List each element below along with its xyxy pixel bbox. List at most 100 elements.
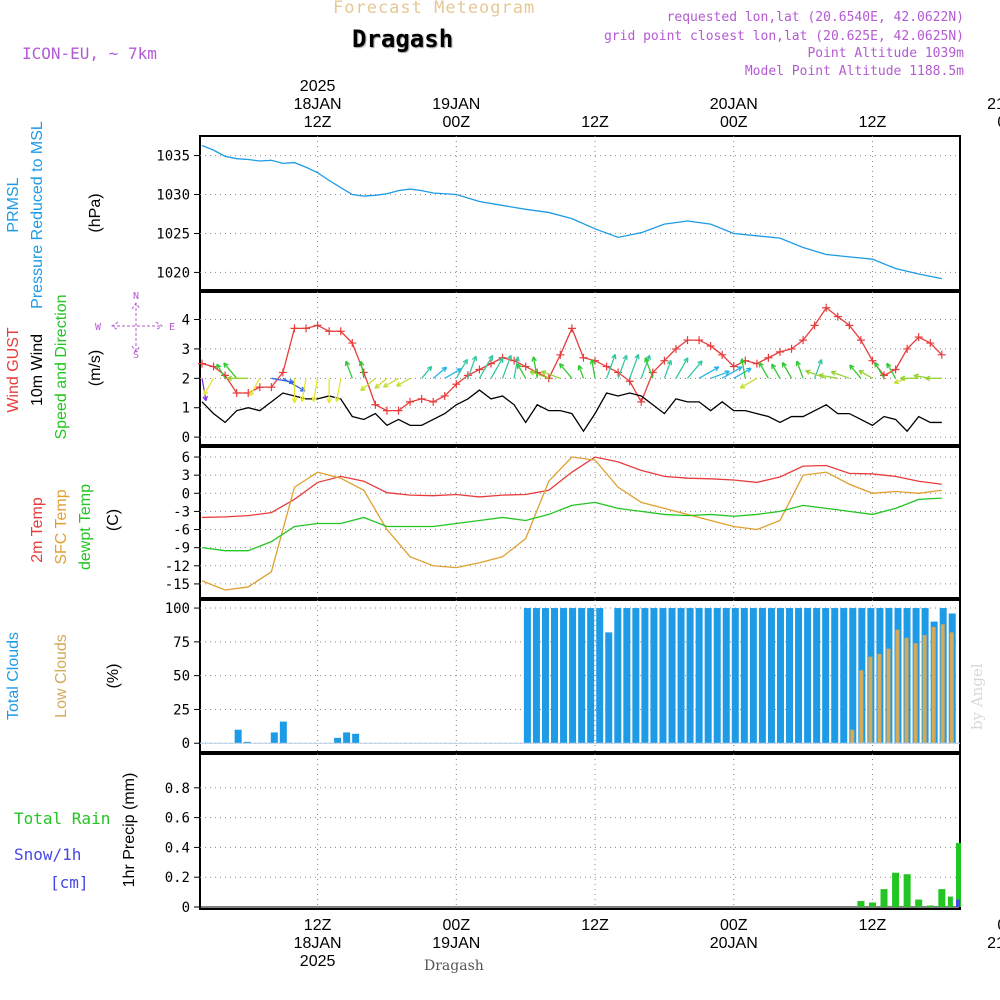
bar-total-clouds [578, 608, 586, 744]
ytick-label-clouds: 50 [173, 669, 190, 685]
bar-total-clouds [786, 608, 794, 744]
bar-low-clouds [913, 643, 918, 744]
time-label-bottom: 00Z [443, 917, 471, 934]
wind-arrow [886, 362, 897, 379]
point-altitude: Point Altitude 1039m [807, 46, 964, 61]
pressure-unit: (hPa) [87, 193, 104, 232]
precip-label: 1hr Precip (mm) [121, 773, 138, 888]
temp-unit: (C) [105, 509, 122, 531]
wind-arrow [830, 370, 850, 379]
ytick-label-clouds: 0 [182, 736, 190, 752]
bar-total-clouds [740, 608, 748, 744]
wind-unit: (m/s) [87, 350, 104, 386]
wind-arrow [818, 373, 838, 379]
bar-total-clouds [749, 608, 757, 744]
ytick-label-pressure: 1025 [156, 226, 190, 242]
bar-total-clouds [279, 721, 287, 744]
time-label-bottom: 00Z [997, 917, 1000, 934]
wind-arrow [529, 370, 550, 379]
wind-arrow [739, 377, 758, 389]
wind-arrow [781, 361, 793, 379]
gust-marker [440, 391, 449, 400]
wind-arrow [698, 366, 720, 379]
wind-arrow [432, 366, 448, 379]
bar-total-clouds [334, 737, 342, 744]
ytick-label-temp: 6 [182, 450, 190, 466]
bar-total-clouds [804, 608, 812, 744]
wind-arrow [216, 363, 226, 379]
wind-arrow [710, 370, 730, 379]
ytick-label-temp: -3 [173, 504, 190, 520]
bar-total-clouds [831, 608, 839, 744]
gust-marker [637, 397, 646, 406]
low-clouds-label: Low Clouds [53, 634, 70, 718]
gust-marker [567, 324, 576, 333]
bar-total-clouds [677, 608, 685, 744]
bar-rain [956, 842, 961, 907]
wind-arrow [358, 360, 365, 379]
bar-low-clouds [949, 632, 954, 744]
gust-marker [810, 321, 819, 330]
wind-arrow [605, 353, 617, 379]
wind-arrow [291, 378, 298, 404]
ytick-label-clouds: 25 [173, 702, 190, 718]
gust-marker [914, 333, 923, 342]
time-label-top: 00Z [443, 114, 471, 131]
wind-arrow [299, 378, 307, 403]
wind-arrow [531, 356, 538, 379]
gust-marker [833, 312, 842, 321]
wind-arrow [900, 375, 919, 382]
ytick-label-wind: 1 [182, 401, 190, 417]
wind-arrow [382, 377, 399, 388]
gust-marker [556, 350, 565, 359]
bar-total-clouds [731, 608, 739, 744]
bar-low-clouds [895, 629, 900, 744]
time-label-top: 20JAN [710, 96, 758, 113]
bar-total-clouds [569, 608, 577, 744]
bar-rain [947, 896, 953, 907]
gust-marker [903, 344, 912, 353]
ytick-label-precip: 0.8 [165, 781, 190, 797]
bar-low-clouds [940, 624, 945, 744]
gust-marker [799, 336, 808, 345]
wind-arrow [540, 370, 561, 379]
sfctemp-label: SFC Temp [53, 489, 70, 564]
series-line-dewpt-temp [201, 497, 942, 552]
panel-frame-wind [199, 291, 961, 446]
wind-arrow [589, 359, 596, 379]
gust-marker [336, 327, 345, 336]
wind-arrow [858, 369, 873, 379]
wind-arrow [663, 359, 673, 379]
bar-rain [868, 902, 876, 907]
ytick-label-precip: 0.4 [165, 840, 190, 856]
time-label-top: 12Z [859, 114, 887, 131]
gust-marker [417, 394, 426, 403]
series-line-10m-wind [201, 389, 942, 433]
wind-arrow [467, 355, 478, 379]
gust-marker [729, 362, 738, 371]
series-line-2m-temp [201, 456, 942, 519]
bar-low-clouds [859, 670, 864, 744]
gust-marker [718, 350, 727, 359]
gust-marker [313, 321, 322, 330]
wind-arrow [577, 364, 585, 379]
bar-low-clouds [931, 626, 936, 744]
wind-arrow [629, 353, 640, 379]
time-label-bottom: 19JAN [432, 935, 480, 952]
snow-unit-legend: [cm] [50, 873, 89, 892]
bar-total-clouds [605, 632, 613, 744]
bar-total-clouds [614, 608, 622, 744]
bar-total-clouds [641, 608, 649, 744]
gust-marker [660, 356, 669, 365]
bar-total-clouds [532, 608, 540, 744]
wind-arrow [795, 360, 804, 379]
ytick-label-clouds: 75 [173, 635, 190, 651]
requested-coords: requested lon,lat (20.6540E, 42.0622N) [666, 10, 964, 25]
bar-total-clouds [234, 729, 242, 744]
pressure-label: PRMSL [5, 177, 22, 232]
gust-marker [602, 362, 611, 371]
wind-arrow [733, 367, 752, 379]
wind-arrow [311, 378, 319, 403]
gust-marker [348, 339, 357, 348]
